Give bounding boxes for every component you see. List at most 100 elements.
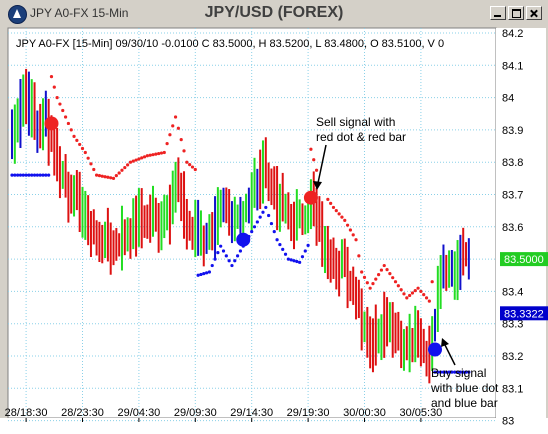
stop-dot <box>38 173 42 177</box>
stop-price-tag <box>500 306 548 321</box>
minimize-button[interactable] <box>490 6 506 20</box>
stop-dot <box>283 252 288 256</box>
y-tick-label: 84.2 <box>502 28 523 40</box>
stop-dot <box>450 370 454 374</box>
stop-dot <box>179 137 183 142</box>
stop-dot <box>275 238 279 242</box>
stop-dot <box>413 288 417 293</box>
stop-dot <box>362 275 367 280</box>
stop-dot <box>337 212 341 216</box>
stop-dot <box>331 205 336 210</box>
y-tick-label: 83.1 <box>502 383 523 395</box>
stop-dot <box>173 115 178 119</box>
stop-dot <box>61 108 65 113</box>
buy-annotation-line2: with blue dot <box>431 381 499 395</box>
stop-dot <box>303 249 307 253</box>
stop-dot <box>238 249 243 253</box>
stop-dot <box>334 209 338 213</box>
stop-dot <box>199 272 203 277</box>
stop-dot <box>75 138 79 142</box>
stop-dot <box>142 155 147 159</box>
stop-dot <box>345 223 350 227</box>
stop-dot <box>171 124 175 128</box>
stop-dot <box>13 173 17 177</box>
stop-dot <box>168 133 172 137</box>
buy-annotation-line1: Buy signal <box>431 366 487 380</box>
close-button[interactable] <box>526 6 542 20</box>
stop-dot <box>97 174 102 178</box>
stop-dot <box>182 149 186 153</box>
stop-dot <box>106 175 110 179</box>
stop-dot <box>216 251 220 255</box>
stop-dot <box>140 156 144 160</box>
x-tick-label: 29/14:30 <box>230 407 273 419</box>
stop-dot <box>365 281 369 285</box>
stop-dot <box>300 255 305 259</box>
sell-signal-dot[interactable] <box>303 190 318 205</box>
y-tick-label: 84.1 <box>502 60 523 72</box>
x-tick-label: 28/23:30 <box>61 407 104 419</box>
x-tick-label: 29/19:30 <box>287 407 330 419</box>
stop-dot <box>272 230 276 234</box>
buy-signal-dot-1[interactable] <box>236 232 251 247</box>
maximize-button[interactable] <box>508 6 524 20</box>
stop-dot <box>250 230 254 234</box>
title-bar[interactable]: JPY A0-FX 15-Min JPY/USD (FOREX) <box>2 2 546 26</box>
app-logo-icon[interactable] <box>8 5 27 24</box>
stop-dot <box>427 299 431 303</box>
stop-dot <box>267 213 271 218</box>
buy-arrow-head <box>441 338 449 347</box>
stop-dot <box>351 233 355 237</box>
stop-dot <box>162 150 166 155</box>
buy-annotation-line3: and blue bar <box>431 396 498 410</box>
stop-dot <box>47 173 51 177</box>
stop-dot <box>92 167 96 172</box>
stop-dot <box>255 220 259 224</box>
x-tick-label: 30/00:30 <box>343 407 386 419</box>
stop-dot <box>374 277 378 281</box>
stop-dot <box>419 289 423 293</box>
stop-dot <box>196 273 200 277</box>
stop-dot <box>16 173 20 177</box>
stop-dot <box>371 282 375 286</box>
stop-dot <box>35 173 39 177</box>
stop-dot <box>151 153 155 157</box>
buy-signal-dot[interactable] <box>428 342 442 357</box>
x-tick-label: 30/05:30 <box>399 407 442 419</box>
stop-dot <box>126 163 130 167</box>
stop-dot <box>286 257 290 261</box>
stop-dot <box>405 296 409 300</box>
stop-dot <box>69 128 73 132</box>
stop-dot <box>128 160 133 164</box>
stop-dot <box>219 244 223 248</box>
stop-dot <box>312 158 316 162</box>
stop-dot <box>210 263 214 268</box>
stop-dot <box>30 173 34 177</box>
y-tick-label: 83.4 <box>502 286 523 298</box>
window-caption: JPY A0-FX 15-Min <box>30 6 129 20</box>
y-tick-label: 83 <box>502 416 514 428</box>
stop-dot <box>329 201 333 205</box>
stop-dot <box>154 152 158 156</box>
stop-dot <box>145 154 149 158</box>
stop-dot <box>453 370 457 374</box>
stop-dot <box>309 147 313 151</box>
y-tick-label: 83.7 <box>502 190 523 202</box>
stop-dot <box>221 249 226 253</box>
y-tick-label: 83.9 <box>502 125 523 137</box>
stop-dot <box>120 168 124 172</box>
stop-dot <box>176 126 180 130</box>
stop-dot <box>230 263 234 268</box>
y-tick-label: 83.6 <box>502 222 523 234</box>
stop-dot <box>72 134 76 138</box>
stop-dot <box>306 243 310 247</box>
stop-dot <box>148 153 152 157</box>
stop-dot <box>83 150 87 155</box>
stop-dot <box>10 173 14 177</box>
y-tick-label: 83.8 <box>502 157 523 169</box>
sell-signal-dot-1[interactable] <box>44 116 59 131</box>
info-line: JPY A0-FX [15-Min] 09/30/10 -0.0100 C 83… <box>16 38 445 50</box>
stop-dot <box>100 174 104 178</box>
stop-dot <box>21 173 25 177</box>
